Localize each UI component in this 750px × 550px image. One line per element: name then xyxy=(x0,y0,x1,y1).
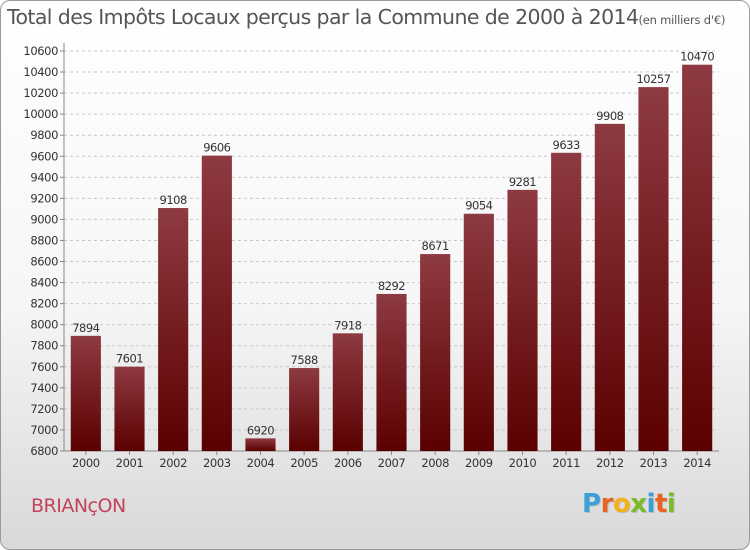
chart-unit: (en milliers d'€) xyxy=(638,13,726,27)
logo-letter: o xyxy=(612,489,631,519)
bar-2000 xyxy=(70,335,101,451)
x-tick-label: 2002 xyxy=(159,456,187,470)
data-label: 7588 xyxy=(291,353,318,367)
y-tick-label: 7600 xyxy=(30,360,58,374)
chart-title-text: Total des Impôts Locaux perçus par la Co… xyxy=(7,5,639,29)
data-label: 7894 xyxy=(72,321,99,335)
y-tick-label: 10000 xyxy=(23,107,58,121)
bar-2013 xyxy=(638,87,669,452)
data-label: 9633 xyxy=(553,138,580,152)
logo-letter: i xyxy=(666,489,676,519)
x-tick-label: 2003 xyxy=(203,456,231,470)
y-tick-label: 10200 xyxy=(23,86,58,100)
bar-2008 xyxy=(420,254,451,451)
data-label: 9054 xyxy=(465,199,492,213)
data-label: 10257 xyxy=(636,72,670,86)
y-tick-label: 7000 xyxy=(30,423,58,437)
y-tick-label: 9000 xyxy=(30,212,58,226)
y-tick-label: 10600 xyxy=(23,44,58,58)
logo-letter: x xyxy=(630,489,647,519)
data-labels: 7894 7601 9108 9606 6920 7588 7918 8292 8671 9054… xyxy=(72,50,715,438)
bar-2012 xyxy=(594,123,625,451)
axes: 6800 7000 7200 7400 7600 7800 8000 8200 8400 8600… xyxy=(23,43,719,470)
data-label: 10470 xyxy=(680,50,714,64)
x-tick-label: 2007 xyxy=(378,456,406,470)
bar-2009 xyxy=(463,213,494,451)
bar-2014 xyxy=(682,64,713,452)
bar-2003 xyxy=(201,155,232,451)
chart-title: Total des Impôts Locaux perçus par la Co… xyxy=(7,5,725,29)
y-tick-label: 8800 xyxy=(30,233,58,247)
bars xyxy=(70,64,713,452)
x-tick-label: 2012 xyxy=(596,456,624,470)
y-tick-label: 9800 xyxy=(30,128,58,142)
bar-2001 xyxy=(114,366,145,451)
commune-name: BRIANçON xyxy=(31,495,126,517)
y-tick-label: 9200 xyxy=(30,191,58,205)
data-label: 9108 xyxy=(160,193,187,207)
y-tick-label: 9400 xyxy=(30,170,58,184)
x-tick-label: 2013 xyxy=(640,456,668,470)
y-tick-label: 9600 xyxy=(30,149,58,163)
data-label: 8292 xyxy=(378,279,405,293)
logo-letter: t xyxy=(654,489,667,519)
logo-letter: r xyxy=(600,489,614,519)
x-tick-label: 2010 xyxy=(509,456,537,470)
data-label: 9606 xyxy=(203,141,230,155)
y-tick-label: 10400 xyxy=(23,65,58,79)
x-tick-label: 2004 xyxy=(247,456,275,470)
y-tick-label: 6800 xyxy=(30,444,58,458)
x-tick-label: 2005 xyxy=(290,456,318,470)
bar-2011 xyxy=(551,152,582,451)
y-tick-label: 8200 xyxy=(30,297,58,311)
y-tick-label: 7400 xyxy=(30,381,58,395)
bar-2005 xyxy=(289,368,320,451)
data-label: 9908 xyxy=(596,109,623,123)
data-label: 8671 xyxy=(422,239,449,253)
logo-letter: P xyxy=(582,489,601,519)
data-label: 6920 xyxy=(247,423,274,437)
x-tick-label: 2001 xyxy=(116,456,144,470)
data-label: 7918 xyxy=(334,318,361,332)
x-tick-label: 2006 xyxy=(334,456,362,470)
bar-2007 xyxy=(376,293,407,451)
proxiti-logo: Proxiti xyxy=(582,489,676,519)
bar-2002 xyxy=(158,208,189,451)
x-tick-label: 2014 xyxy=(683,456,711,470)
bar-2010 xyxy=(507,189,538,451)
data-label: 7601 xyxy=(116,352,143,366)
y-tick-label: 8400 xyxy=(30,276,58,290)
data-label: 9281 xyxy=(509,175,536,189)
logo-letter: i xyxy=(646,489,656,519)
y-tick-label: 7200 xyxy=(30,402,58,416)
x-tick-label: 2008 xyxy=(421,456,449,470)
y-tick-label: 7800 xyxy=(30,339,58,353)
y-tick-label: 8000 xyxy=(30,318,58,332)
y-tick-label: 8600 xyxy=(30,255,58,269)
x-tick-label: 2000 xyxy=(72,456,100,470)
x-tick-label: 2009 xyxy=(465,456,493,470)
bar-2006 xyxy=(332,333,363,451)
x-tick-label: 2011 xyxy=(552,456,580,470)
bar-2004 xyxy=(245,438,276,451)
